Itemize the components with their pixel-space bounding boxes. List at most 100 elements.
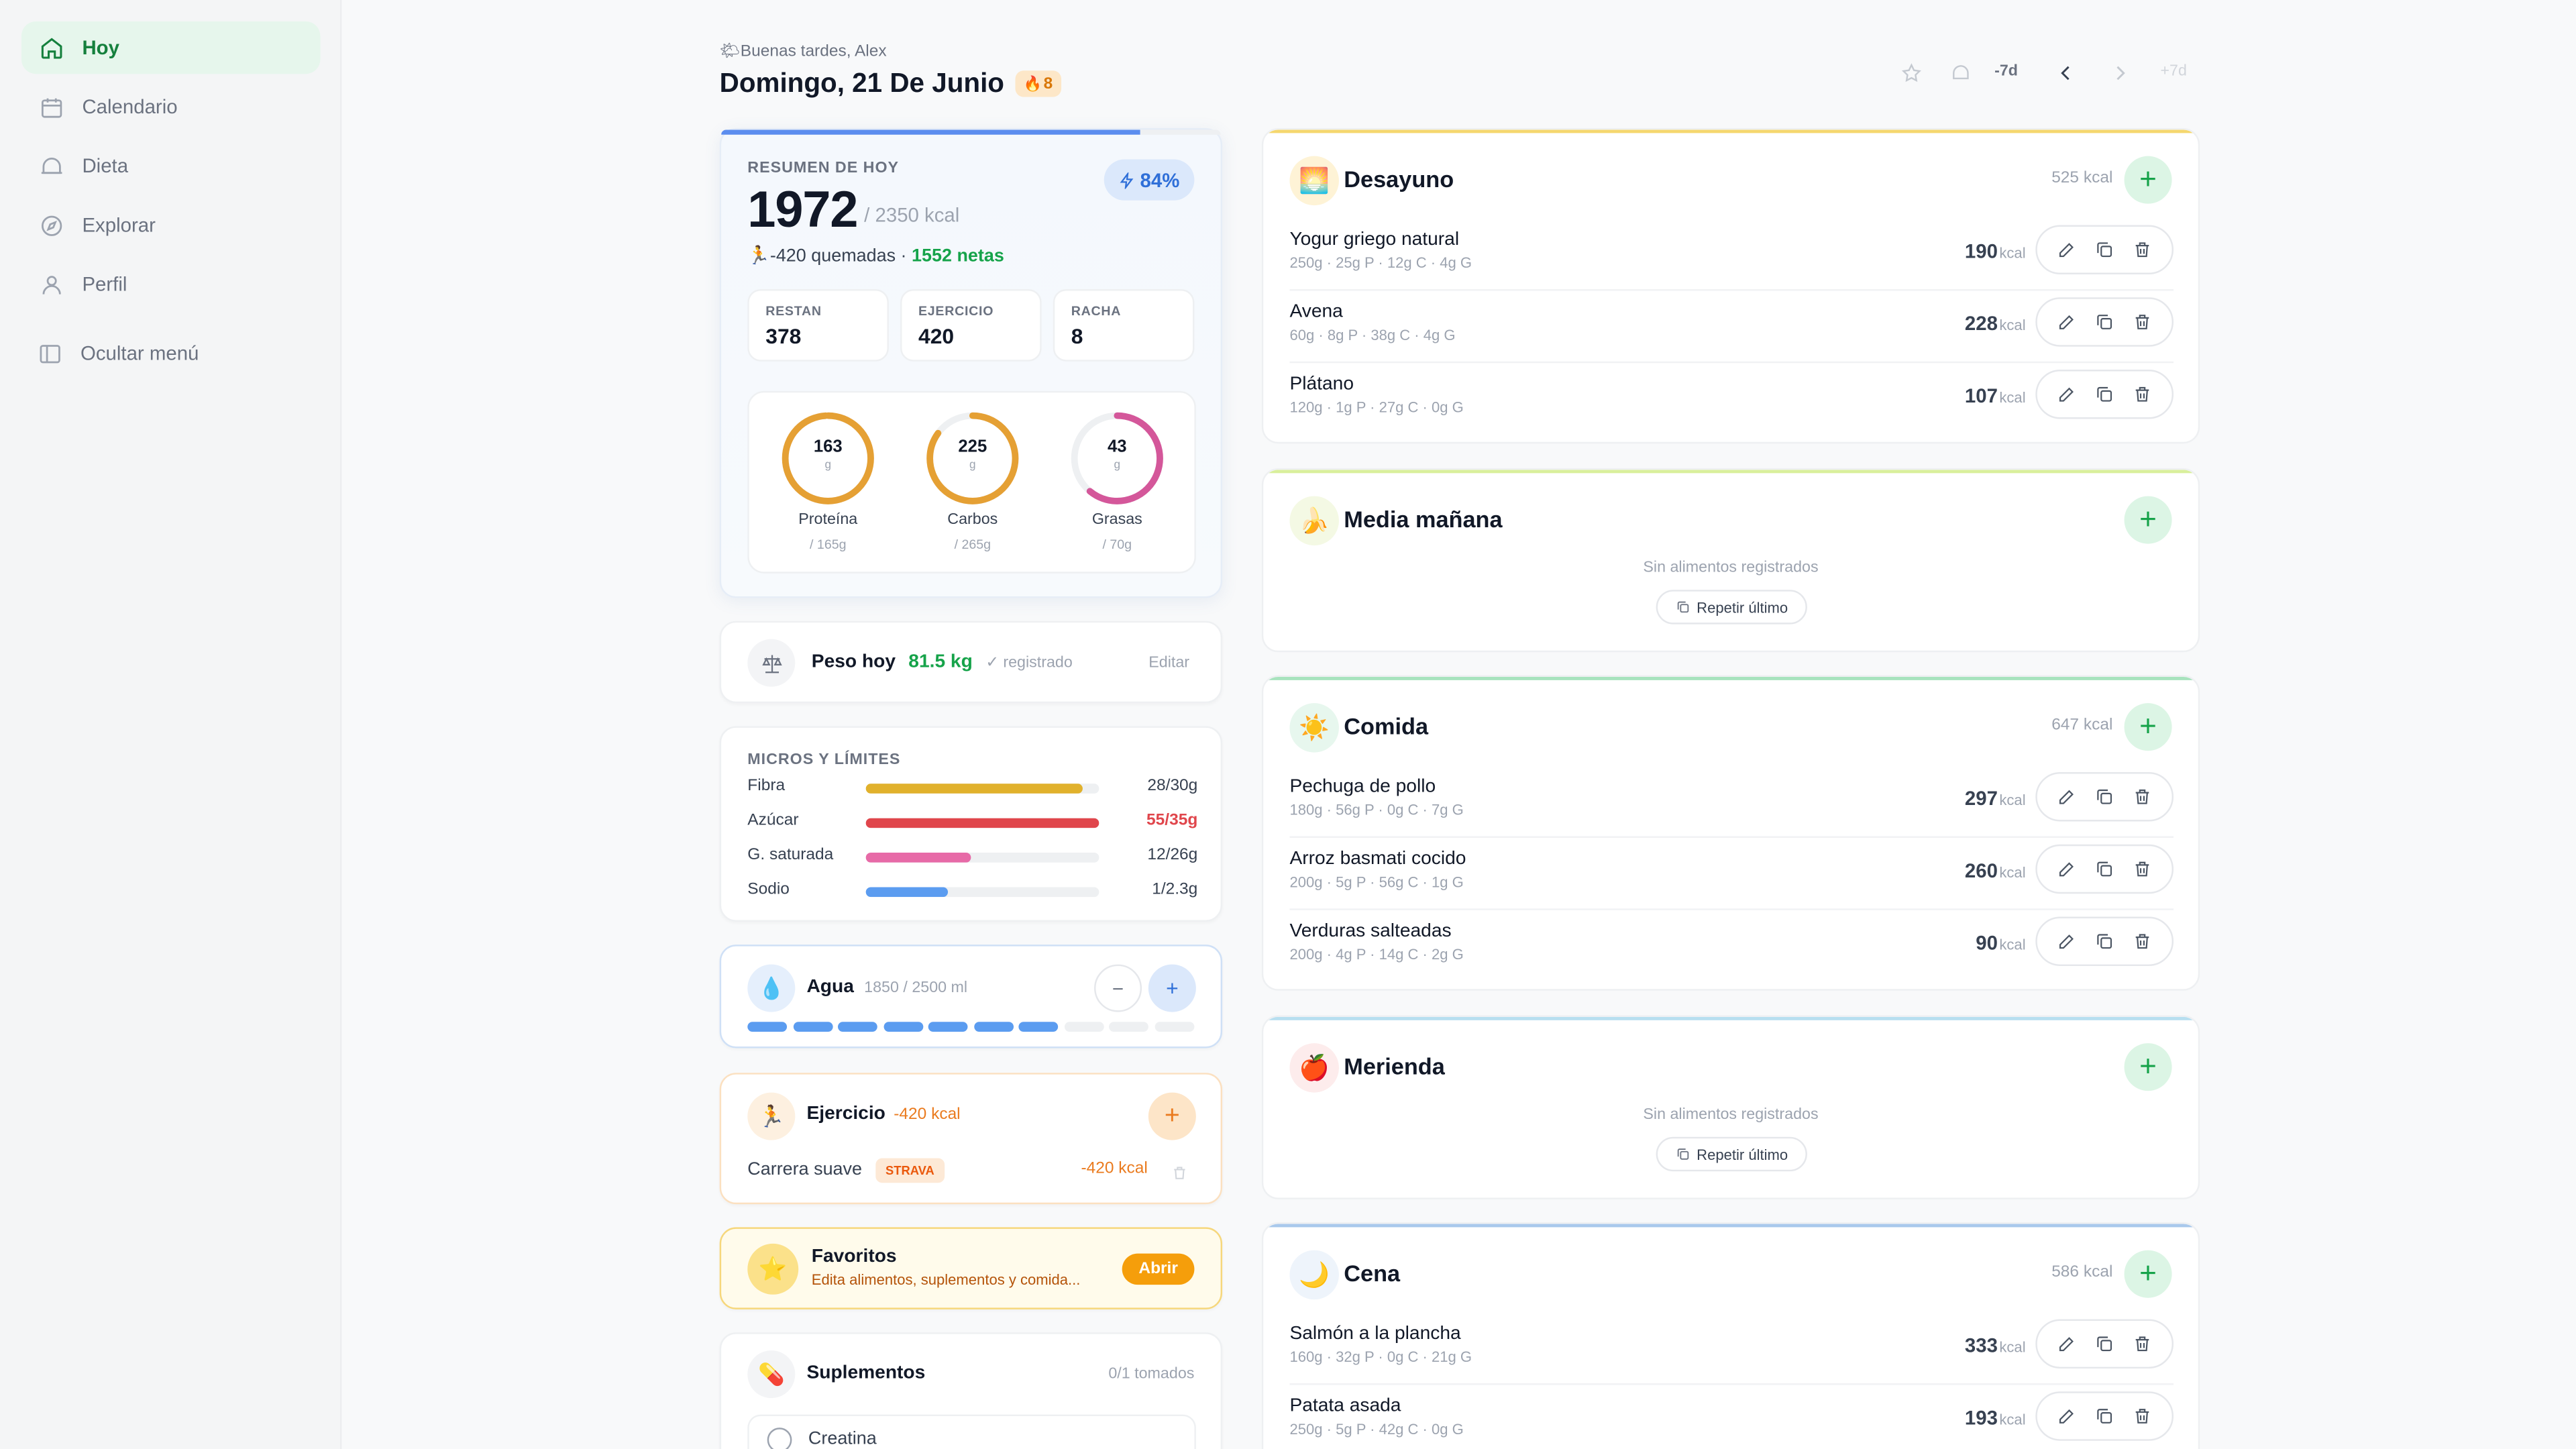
water-plus-button[interactable]: +: [1148, 964, 1196, 1012]
sidebar-item-perfil[interactable]: Perfil: [21, 258, 321, 310]
food-row[interactable]: Patata asada 250g · 5g P · 42g C · 0g G 19…: [1289, 1387, 2174, 1449]
trash-icon[interactable]: [2133, 1334, 2153, 1354]
copy-icon[interactable]: [2094, 240, 2114, 260]
sidebar-item-dieta[interactable]: Dieta: [21, 140, 321, 192]
burned-text: -420 quemadas ·: [769, 246, 907, 266]
add-food-button[interactable]: +: [2124, 1043, 2172, 1091]
water-amount: 1850 / 2500 ml: [864, 979, 968, 998]
supplement-checkbox[interactable]: [767, 1428, 792, 1449]
macros-panel: 163 g Proteína / 165g 225 g Carbos / 265…: [747, 390, 1196, 574]
trash-icon[interactable]: [2133, 312, 2153, 331]
protein-goal: / 165g: [810, 537, 847, 552]
open-favorites-button[interactable]: Abrir: [1122, 1253, 1195, 1285]
add-exercise-button[interactable]: +: [1148, 1092, 1196, 1140]
edit-icon[interactable]: [2056, 240, 2076, 260]
edit-weight-button[interactable]: Editar: [1148, 653, 1190, 672]
repeat-last-button[interactable]: Repetir último: [1656, 1136, 1807, 1172]
fat-value: 43: [1108, 437, 1127, 457]
edit-icon[interactable]: [2056, 312, 2076, 331]
micro-row: Sodio 1/2.3g: [747, 881, 1197, 904]
supplement-item[interactable]: Creatina: [747, 1414, 1196, 1449]
copy-icon[interactable]: [2094, 787, 2114, 806]
meal-card-media-mañana: 🍌 Media mañana + Sin alimentos registrados R…: [1261, 468, 2200, 653]
add-food-button[interactable]: +: [2124, 703, 2172, 751]
micro-bar: [865, 853, 1099, 863]
edit-icon[interactable]: [2056, 1406, 2076, 1426]
fat-label: Grasas: [1091, 511, 1142, 529]
forward-7d-button[interactable]: +7d: [2160, 62, 2187, 81]
food-row[interactable]: Salmón a la plancha 160g · 32g P · 0g C ·…: [1289, 1314, 2174, 1380]
carbs-ring: [926, 412, 1019, 504]
trash-icon[interactable]: [1171, 1160, 1187, 1189]
trash-icon[interactable]: [2133, 859, 2153, 879]
sidebar-item-hoy[interactable]: Hoy: [21, 21, 321, 74]
add-food-button[interactable]: +: [2124, 1250, 2172, 1298]
copy-icon[interactable]: [2094, 384, 2114, 404]
trash-icon[interactable]: [2133, 932, 2153, 951]
supplements-count: 0/1 tomados: [1108, 1365, 1195, 1384]
hide-menu-button[interactable]: Ocultar menú: [21, 327, 321, 379]
meal-title: Comida: [1344, 712, 1429, 740]
favorites-subtitle: Edita alimentos, suplementos y comida...: [811, 1271, 1081, 1289]
kcal-unit: kcal: [1999, 1338, 2026, 1356]
copy-icon[interactable]: [2094, 1334, 2114, 1354]
sidebar: Hoy Calendario Dieta Explorar Perfil Ocu…: [0, 0, 342, 1449]
food-row[interactable]: Verduras salteadas 200g · 4g P · 14g C · …: [1289, 912, 2174, 977]
meal-card-merienda: 🍎 Merienda + Sin alimentos registrados Repet…: [1261, 1015, 2200, 1199]
edit-icon[interactable]: [2056, 932, 2076, 951]
micro-value: 55/35g: [1146, 811, 1198, 830]
kcal-unit: kcal: [1999, 244, 2026, 262]
add-food-button[interactable]: +: [2124, 496, 2172, 544]
sidebar-item-calendario[interactable]: Calendario: [21, 80, 321, 133]
scale-icon: [747, 639, 796, 687]
trash-icon[interactable]: [2133, 384, 2153, 404]
chevron-right-icon[interactable]: [2106, 59, 2133, 85]
micro-row: G. saturada 12/26g: [747, 846, 1197, 869]
chevron-left-icon[interactable]: [2052, 59, 2078, 85]
repeat-last-button[interactable]: Repetir último: [1656, 590, 1807, 625]
micro-value: 28/30g: [1147, 777, 1198, 796]
star-icon[interactable]: [1898, 59, 1924, 85]
food-kcal: 193 kcal: [1964, 1406, 2026, 1430]
food-macros: 200g · 4g P · 14g C · 2g G: [1289, 946, 1464, 963]
edit-icon[interactable]: [2056, 787, 2076, 806]
food-macros: 180g · 56g P · 0g C · 7g G: [1289, 802, 1464, 818]
food-row[interactable]: Avena 60g · 8g P · 38g C · 4g G 228 kcal: [1289, 292, 2174, 358]
edit-icon[interactable]: [2056, 1334, 2076, 1354]
food-row[interactable]: Plátano 120g · 1g P · 27g C · 0g G 107 kcal: [1289, 365, 2174, 431]
food-name: Patata asada: [1289, 1396, 1401, 1417]
edit-icon[interactable]: [2056, 384, 2076, 404]
food-row[interactable]: Pechuga de pollo 180g · 56g P · 0g C · 7g…: [1289, 767, 2174, 833]
food-row[interactable]: Arroz basmati cocido 200g · 5g P · 56g C …: [1289, 839, 2174, 905]
copy-icon[interactable]: [2094, 932, 2114, 951]
runner-icon: 🏃: [747, 1092, 796, 1140]
stat-label: RACHA: [1071, 304, 1122, 319]
edit-icon[interactable]: [2056, 859, 2076, 879]
supplements-card: 💊 Suplementos 0/1 tomados Creatina: [719, 1332, 1223, 1449]
calendar-icon: [41, 97, 62, 117]
water-segment: [1018, 1022, 1059, 1032]
copy-icon[interactable]: [2094, 1406, 2114, 1426]
back-7d-button[interactable]: -7d: [1994, 62, 2018, 81]
exercise-card: 🏃 Ejercicio -420 kcal + Carrera suave ST…: [719, 1073, 1223, 1205]
favorites-card[interactable]: ⭐ Favoritos Edita alimentos, suplementos…: [719, 1227, 1223, 1309]
copy-icon[interactable]: [2094, 859, 2114, 879]
trash-icon[interactable]: [2133, 240, 2153, 260]
sidebar-item-explorar[interactable]: Explorar: [21, 199, 321, 251]
copy-icon[interactable]: [2094, 312, 2114, 331]
stat-restan: RESTAN 378: [747, 289, 889, 362]
empty-state: Sin alimentos registrados: [1643, 1106, 1819, 1124]
food-row[interactable]: Yogur griego natural 250g · 25g P · 12g C…: [1289, 220, 2174, 286]
trash-icon[interactable]: [2133, 1406, 2153, 1426]
protein-ring: [782, 412, 874, 504]
trash-icon[interactable]: [2133, 787, 2153, 806]
home-icon: [41, 37, 62, 58]
repeat-label: Repetir último: [1697, 598, 1788, 616]
water-minus-button[interactable]: −: [1094, 964, 1142, 1012]
diet-header-icon[interactable]: [1947, 59, 1973, 85]
add-food-button[interactable]: +: [2124, 156, 2172, 204]
weight-label: Peso hoy: [811, 652, 896, 672]
greeting-text: Buenas tardes, Alex: [740, 42, 887, 61]
micro-name: Sodio: [747, 880, 790, 899]
percent-badge: 84%: [1104, 159, 1195, 201]
